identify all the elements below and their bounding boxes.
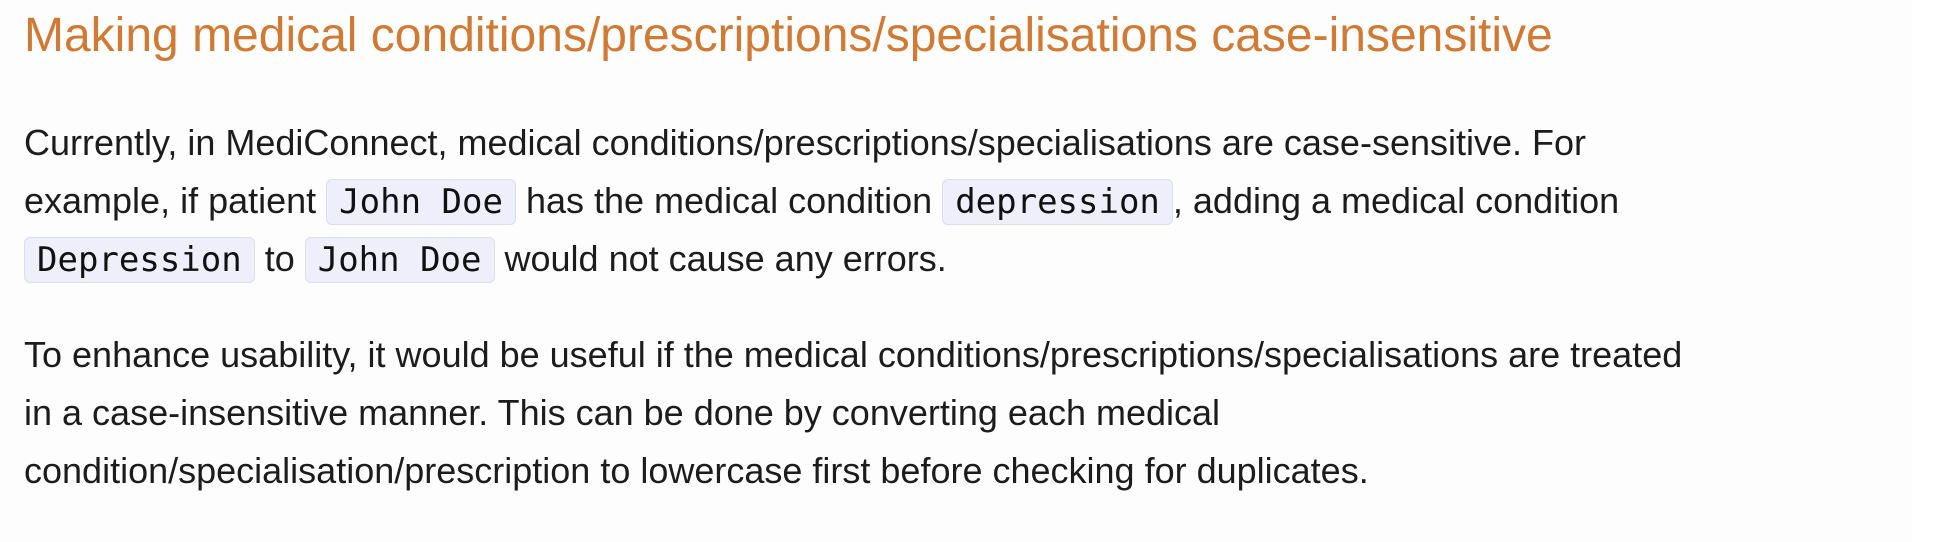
paragraph-line: To enhance usability, it would be useful… [24, 334, 1683, 375]
text: would not cause any errors. [494, 238, 947, 279]
text: , adding a medical condition [1172, 180, 1620, 221]
paragraph-proposal: To enhance usability, it would be useful… [24, 326, 1904, 500]
code-condition-capitalised: Depression [24, 237, 255, 283]
paragraph-line: example, if patient John Doe has the med… [24, 172, 1904, 230]
text: has the medical condition [515, 180, 943, 221]
code-patient-name: John Doe [304, 237, 495, 283]
section-title: Making medical conditions/prescriptions/… [24, 9, 1553, 62]
text: to [254, 238, 305, 279]
paragraph-line: Currently, in MediConnect, medical condi… [24, 114, 1904, 172]
paragraph-line: in a case-insensitive manner. This can b… [24, 392, 1221, 433]
text: example, if patient [24, 180, 327, 221]
paragraph-line: condition/specialisation/prescription to… [24, 450, 1369, 491]
code-condition-lowercase: depression [942, 179, 1173, 225]
text: Currently, in MediConnect, medical condi… [24, 122, 1587, 163]
paragraph-line: Depression to John Doe would not cause a… [24, 230, 1904, 288]
code-patient-name: John Doe [326, 179, 516, 225]
paragraph-current-behaviour: Currently, in MediConnect, medical condi… [24, 114, 1904, 288]
